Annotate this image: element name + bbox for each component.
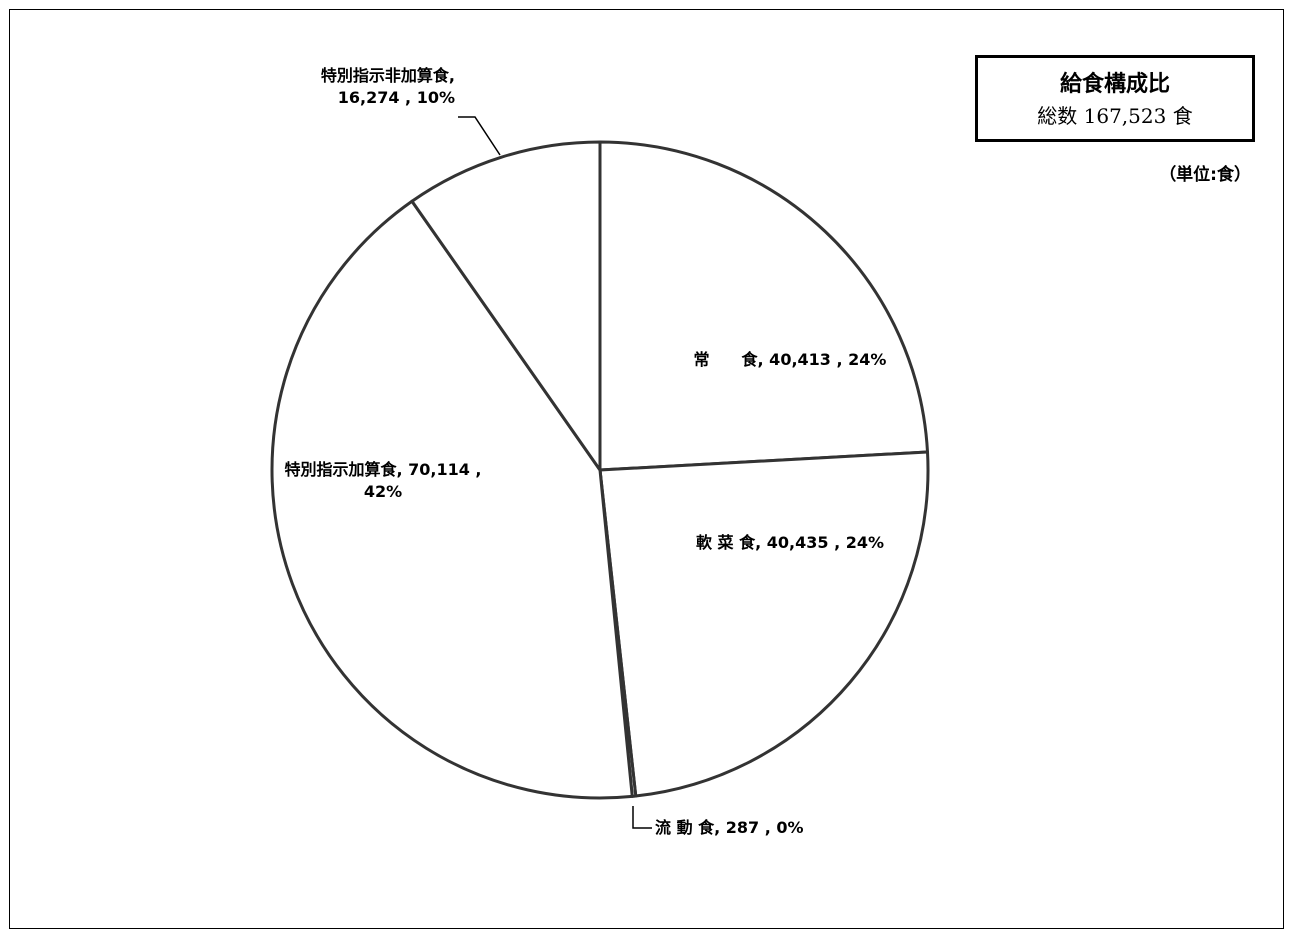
- pie-slice: [598, 140, 930, 472]
- slice-label: 軟 菜 食, 40,435 , 24%: [696, 533, 884, 552]
- slice-label: 流 動 食, 287 , 0%: [655, 818, 804, 837]
- pie-slice: [598, 450, 930, 798]
- chart-title-box: 給食構成比 総数 167,523 食: [975, 55, 1255, 142]
- slice-label: 特別指示加算食, 70,114 , 42%: [284, 460, 481, 501]
- leader-line: [458, 116, 501, 156]
- pie-slice: [270, 199, 634, 800]
- chart-subtitle: 総数 167,523 食: [1037, 104, 1193, 128]
- pie-slice: [410, 140, 602, 472]
- slice-label: 常 食, 40,413 , 24%: [694, 350, 887, 369]
- leader-line: [632, 806, 652, 829]
- slice-label: 特別指示非加算食, 16,274 , 10%: [321, 66, 455, 107]
- chart-title: 給食構成比: [1059, 72, 1170, 97]
- unit-note: （単位:食）: [1159, 165, 1251, 185]
- pie-chart: 常 食, 40,413 , 24% 軟 菜 食, 40,435 , 24% 流 動 …: [270, 66, 930, 837]
